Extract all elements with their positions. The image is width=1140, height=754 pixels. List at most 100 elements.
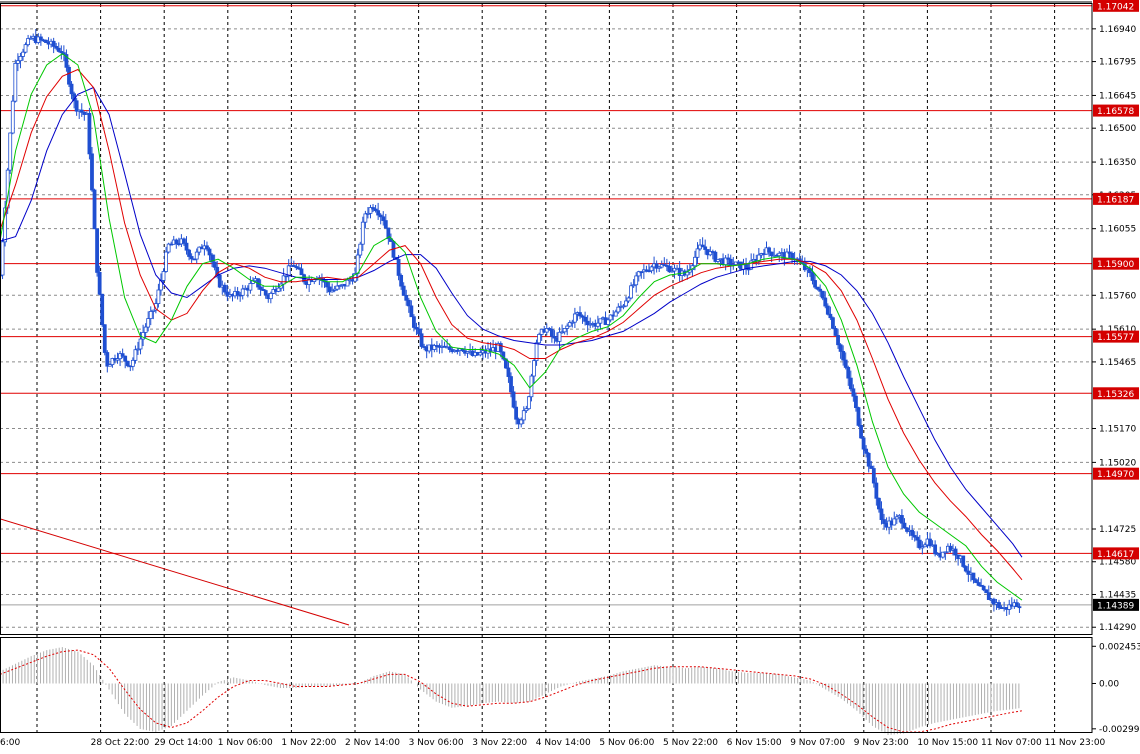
x-tick-label: 3 Nov 22:00 (472, 738, 527, 748)
candle-body (297, 267, 301, 270)
candle-body (892, 518, 897, 526)
candle-body (240, 288, 245, 296)
candle-body (981, 585, 986, 591)
candle-body (115, 358, 120, 361)
x-tick-label: 10 Nov 15:00 (917, 738, 978, 748)
candle-body (166, 243, 171, 253)
x-tick-label: 9 Nov 23:00 (854, 738, 909, 748)
candle-body (823, 297, 828, 307)
candle-body (143, 326, 148, 333)
candle-body (1014, 602, 1019, 608)
candle-body (501, 351, 506, 360)
candle-body (123, 355, 128, 362)
candle-body (928, 538, 932, 547)
candle-body (258, 286, 263, 290)
candle-body (777, 252, 782, 257)
candle-body (879, 508, 884, 521)
candle-body (606, 319, 610, 325)
current-price-label-bg (1093, 598, 1139, 611)
candle-body (146, 318, 151, 328)
candle-body (222, 284, 227, 293)
candle-body (358, 243, 363, 256)
candle-body (984, 589, 989, 594)
x-tick-label: 1 Nov 22:00 (281, 738, 336, 748)
candle-body (654, 263, 659, 269)
candle-body (125, 360, 130, 367)
candle-body (874, 482, 879, 499)
candle-body (383, 220, 388, 229)
candle-body (337, 285, 342, 287)
osc-tick-label: 0.002453 (1099, 642, 1140, 652)
y-tick-label: 1.16940 (1099, 25, 1136, 35)
candle-body (629, 285, 633, 299)
candle-body (961, 555, 966, 567)
candle-body (235, 291, 240, 296)
candle-body (182, 238, 186, 244)
level-label-bg (1093, 104, 1139, 117)
candle-body (703, 246, 708, 250)
ma-slow-line (0, 86, 1023, 558)
level-labels: 1.17042 1.16578 1.16187 1.15900 1.15577 1.153… (1093, 0, 1139, 611)
candle-body (26, 38, 31, 46)
trendline-segment (0, 518, 350, 626)
candle-body (726, 257, 731, 260)
level-label-bg (1093, 547, 1139, 560)
candle-body (417, 328, 421, 335)
candle-body (141, 332, 145, 340)
candle-body (376, 210, 381, 216)
candle-body (572, 313, 577, 323)
candle-body (261, 289, 266, 291)
candle-body (299, 268, 304, 276)
candle-body (174, 239, 179, 244)
candle-body (325, 281, 329, 288)
candle-body (363, 213, 368, 223)
level-label: 1.15900 (1097, 260, 1134, 270)
candle-body (404, 294, 409, 301)
price-candles (0, 28, 1022, 617)
candle-body (861, 437, 866, 450)
level-label-bg (1093, 257, 1139, 270)
candle-body (716, 259, 720, 262)
candle-body (787, 251, 792, 254)
level-label: 1.14617 (1097, 550, 1134, 560)
x-tick-label: 6:00 (0, 738, 20, 748)
candle-body (498, 343, 503, 353)
candle-body (920, 546, 925, 549)
candle-body (44, 39, 48, 43)
candle-body (813, 280, 817, 288)
candle-body (580, 315, 585, 318)
y-tick-label: 1.14435 (1099, 590, 1136, 600)
candle-body (585, 320, 590, 326)
candle-body (100, 293, 105, 326)
candle-body (207, 248, 212, 256)
candle-body (915, 536, 920, 541)
candle-body (90, 153, 94, 191)
candle-body (634, 275, 639, 286)
candle-body (381, 216, 386, 221)
candle-body (833, 327, 838, 336)
candle-body (769, 251, 774, 257)
candle-body (332, 288, 337, 291)
current-price-label: 1.14389 (1097, 601, 1134, 611)
candle-body (0, 241, 5, 276)
candle-body (366, 212, 370, 215)
level-label-bg (1093, 0, 1139, 12)
candle-body (291, 265, 296, 267)
candle-body (248, 283, 253, 291)
candle-body (105, 352, 110, 367)
candle-body (940, 551, 945, 558)
candle-body (848, 377, 853, 390)
candle-body (1017, 606, 1022, 609)
candle-body (864, 448, 869, 454)
candle-body (18, 56, 23, 62)
candle-body (649, 266, 654, 272)
candle-body (818, 288, 823, 292)
level-label-bg (1093, 387, 1139, 400)
y-tick-label: 1.16055 (1099, 225, 1136, 235)
candle-body (21, 51, 25, 57)
y-tick-label: 1.15465 (1099, 358, 1136, 368)
candle-body (13, 63, 18, 102)
candle-body (943, 551, 948, 554)
candle-body (631, 284, 636, 287)
